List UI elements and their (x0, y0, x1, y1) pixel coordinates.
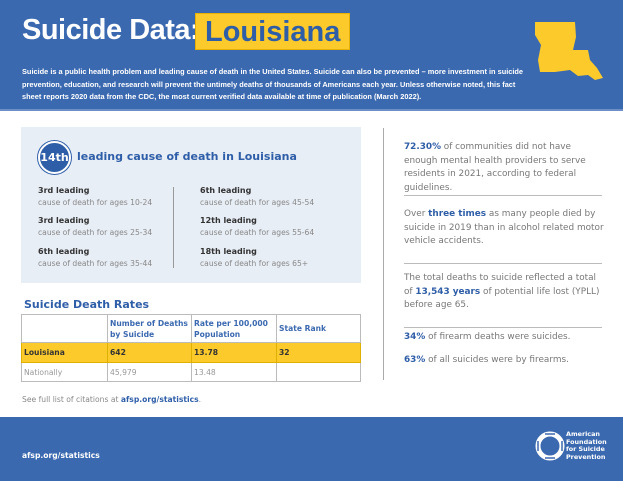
stat-item: 72.30% of communities did not have enoug… (404, 142, 586, 193)
ranking-panel (21, 127, 361, 283)
page-title: Suicide Data: (22, 14, 200, 46)
intro-text: Suicide is a public health problem and l… (22, 67, 524, 101)
louisiana-map-icon (535, 22, 603, 80)
divider (404, 195, 602, 196)
citation: See full list of citations at afsp.org/s… (22, 395, 202, 404)
ranking-title: leading cause of death in Louisiana (77, 150, 297, 163)
column-divider (173, 187, 174, 268)
rank-item: 18th leading cause of death for ages 65+ (200, 247, 309, 268)
rates-table: Number of Deaths by Suicide Rate per 100… (21, 314, 361, 382)
citation-link[interactable]: afsp.org/statistics (120, 395, 199, 404)
divider (404, 327, 602, 328)
stat-item: 63% of all suicides were by firearms. (404, 355, 569, 365)
rank-badge: 14th (38, 141, 71, 174)
table-row: Louisiana 642 13.78 32 (21, 342, 361, 363)
rank-item: 3rd leading cause of death for ages 25-34 (38, 216, 153, 237)
rates-title: Suicide Death Rates (24, 298, 150, 311)
stat-item: Over three times as many people died by … (404, 209, 604, 246)
column-divider (383, 128, 384, 380)
stat-item: The total deaths to suicide reflected a … (404, 273, 600, 310)
rank-item: 3rd leading cause of death for ages 10-24 (38, 186, 153, 207)
lifebuoy-logo-icon (535, 431, 565, 461)
afsp-logo-text: American Foundation for Suicide Prevention (566, 430, 607, 461)
table-row: Nationally 45,979 13.48 (21, 362, 361, 382)
divider (404, 263, 602, 264)
stat-item: 34% of firearm deaths were suicides. (404, 332, 571, 342)
rank-item: 12th leading cause of death for ages 55-6… (200, 216, 315, 237)
rank-item: 6th leading cause of death for ages 45-54 (200, 186, 315, 207)
state-name: Louisiana (195, 13, 351, 50)
footer-link[interactable]: afsp.org/statistics (22, 451, 100, 460)
rank-item: 6th leading cause of death for ages 35-44 (38, 247, 153, 268)
table-header-row: Number of Deaths by Suicide Rate per 100… (21, 314, 361, 343)
footer (0, 417, 623, 481)
